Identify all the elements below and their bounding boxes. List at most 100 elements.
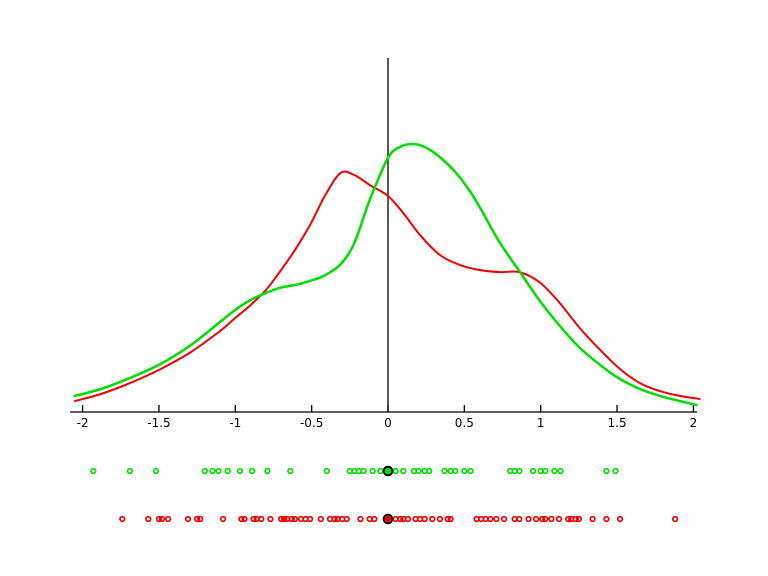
- red-samples-dot: [145, 515, 152, 523]
- x-tick-label: -0.5: [300, 416, 323, 430]
- green-samples-dot: [603, 467, 610, 475]
- red-samples-dot: [436, 515, 444, 523]
- green-samples-dot: [415, 467, 422, 475]
- red-samples-dot: [572, 515, 579, 523]
- highlight-dot[interactable]: [385, 468, 391, 474]
- red-samples-dot: [516, 515, 523, 523]
- x-axis-tick-labels: -2 -1.5 -1 -0.5 0 0.5 1 1.5 2: [77, 416, 698, 430]
- red-samples-dot: [193, 515, 201, 523]
- red-samples-dot: [500, 515, 508, 523]
- red-samples-dot: [603, 515, 610, 523]
- red-samples-dot: [267, 515, 274, 523]
- red-samples-dot: [525, 515, 532, 523]
- red-samples-dot: [241, 515, 248, 523]
- red-samples-dot: [671, 515, 679, 523]
- green-samples-dot: [224, 467, 231, 475]
- red-samples-dot: [158, 515, 166, 523]
- green-samples-dot: [287, 467, 294, 475]
- highlight-ring[interactable]: [382, 465, 394, 477]
- green-samples-dot: [551, 467, 558, 475]
- green-samples-dot: [467, 467, 474, 475]
- green-samples-dot: [152, 467, 160, 475]
- green-samples-dot: [461, 467, 468, 475]
- red-samples-dot: [565, 515, 572, 523]
- red-samples-dot: [555, 515, 563, 523]
- red-samples-dot: [197, 515, 204, 523]
- x-tick-label: 0: [384, 416, 392, 430]
- green-samples-dot: [323, 467, 331, 475]
- highlight-dot[interactable]: [385, 516, 391, 522]
- red-samples-dot: [404, 515, 412, 523]
- highlight-ring[interactable]: [382, 513, 394, 525]
- red-samples-dot: [306, 515, 314, 523]
- green-samples-dot: [529, 467, 537, 475]
- red-samples-dot: [532, 515, 540, 523]
- red-samples-dot: [548, 515, 555, 523]
- green-samples-dot: [612, 467, 619, 475]
- x-tick-label: -1.5: [147, 416, 170, 430]
- green-samples-dot: [400, 467, 407, 475]
- red-samples-dot: [238, 515, 245, 523]
- red-samples-dot: [429, 515, 436, 523]
- green-samples-dot: [209, 467, 216, 475]
- red-samples-dot: [447, 515, 454, 523]
- green-samples-dot: [201, 467, 208, 475]
- red-samples-dot: [343, 515, 350, 523]
- red-samples-dot: [397, 515, 404, 523]
- green-density-curve: [73, 142, 698, 407]
- red-samples-dot: [219, 515, 227, 523]
- green-samples-dot: [369, 467, 376, 475]
- red-samples-dot: [575, 515, 583, 523]
- red-samples-dot: [281, 515, 288, 523]
- highlighted-samples: [382, 465, 394, 525]
- x-axis-ticks: [81, 405, 695, 412]
- green-samples-dot: [360, 467, 367, 475]
- red-samples-dot: [589, 515, 596, 523]
- red-samples-dot: [493, 515, 500, 523]
- red-samples-dot: [288, 515, 295, 523]
- green-samples-dot: [126, 467, 134, 475]
- red-samples-dot: [357, 515, 364, 523]
- sample-rug-strips: [90, 467, 679, 523]
- red-samples-dot: [539, 515, 546, 523]
- red-samples-dot: [184, 515, 192, 523]
- red-samples-dot: [155, 515, 163, 523]
- red-samples-dot: [542, 515, 549, 523]
- green-samples-dot: [215, 467, 222, 475]
- green-samples-dot: [452, 467, 459, 475]
- green-samples-dot: [377, 467, 384, 475]
- red-samples-dot: [164, 515, 172, 523]
- red-samples-dot: [277, 515, 285, 523]
- x-tick-label: 0.5: [455, 416, 474, 430]
- green-samples-rug: [90, 467, 619, 475]
- highlighted-red-samples[interactable]: [382, 513, 394, 525]
- red-samples-dot: [331, 515, 338, 523]
- green-samples-dot: [557, 467, 564, 475]
- x-tick-label: 1: [537, 416, 545, 430]
- red-samples-dot: [371, 515, 378, 523]
- red-samples-dot: [119, 515, 126, 523]
- green-samples-dot: [542, 467, 549, 475]
- red-samples-dot: [250, 515, 257, 523]
- green-samples-dot: [264, 467, 271, 475]
- green-samples-dot: [441, 467, 448, 475]
- red-samples-dot: [421, 515, 428, 523]
- red-samples-dot: [487, 515, 494, 523]
- red-density-curve: [74, 170, 701, 402]
- green-samples-dot: [516, 467, 523, 475]
- green-samples-dot: [90, 467, 97, 475]
- green-samples-dot: [236, 467, 244, 475]
- highlighted-green-samples[interactable]: [382, 465, 394, 477]
- green-samples-dot: [426, 467, 433, 475]
- red-samples-dot: [258, 515, 265, 523]
- x-tick-label: -2: [77, 416, 89, 430]
- green-samples-dot: [392, 467, 399, 475]
- x-tick-label: 1.5: [608, 416, 627, 430]
- green-samples-dot: [248, 467, 256, 475]
- red-samples-dot: [616, 515, 624, 523]
- red-samples-dot: [291, 515, 299, 523]
- x-tick-label: -1: [229, 416, 241, 430]
- red-samples-dot: [317, 515, 324, 523]
